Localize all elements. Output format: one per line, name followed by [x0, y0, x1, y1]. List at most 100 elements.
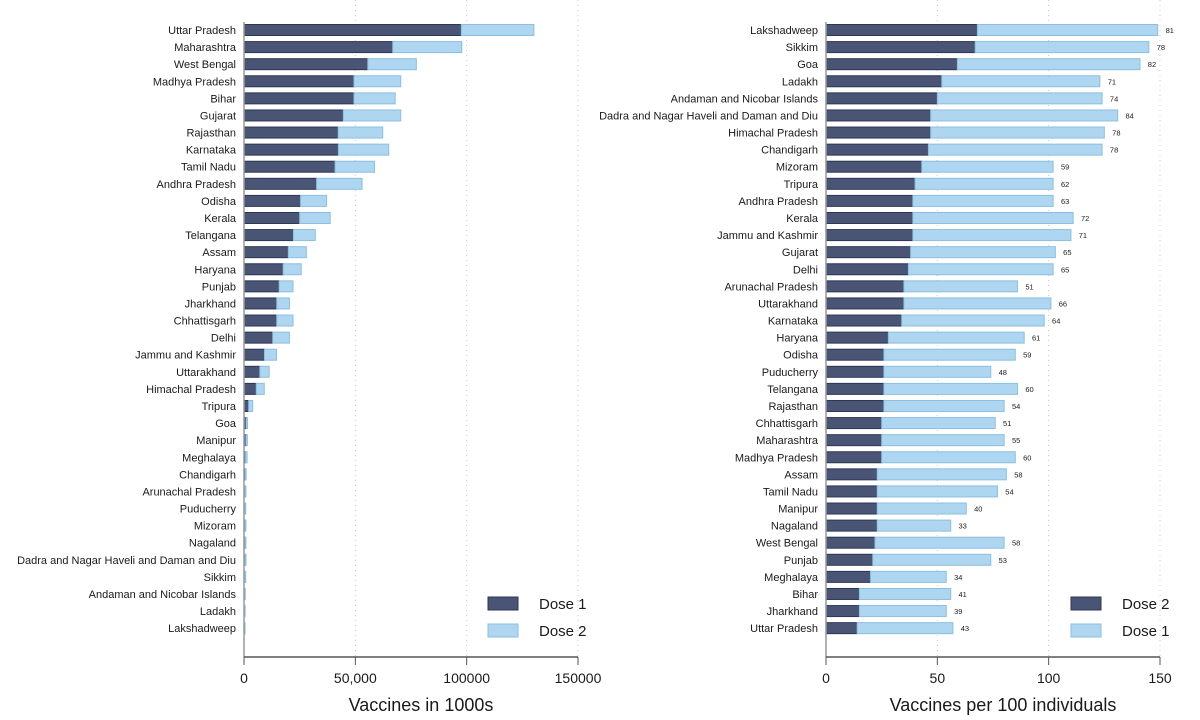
bar-dose-2 [825, 126, 932, 139]
bar-dose-2 [825, 399, 885, 412]
bar-dose-2 [825, 536, 876, 549]
bar-dose-1 [901, 314, 1045, 327]
value-label-dose-1: 64 [1052, 317, 1060, 326]
category-label: Chandigarh [179, 469, 236, 481]
bar-dose-2 [825, 280, 905, 293]
value-label-dose-1: 53 [999, 556, 1007, 565]
category-label: Telangana [185, 230, 237, 242]
category-label: Delhi [793, 264, 818, 276]
category-label: West Bengal [756, 538, 818, 550]
value-label-dose-1: 39 [954, 607, 962, 616]
bar-dose-2 [825, 502, 878, 515]
category-label: Ladakh [782, 76, 818, 88]
bar-dose-2 [245, 434, 248, 447]
value-label-dose-1: 58 [1014, 470, 1022, 479]
category-label: Sikkim [786, 42, 818, 54]
category-label: Lakshadweep [168, 623, 236, 635]
category-label: Kerala [204, 213, 237, 225]
value-label-dose-1: 78 [1110, 146, 1118, 155]
bar-dose-1 [881, 451, 1016, 464]
bar-dose-2 [825, 622, 858, 635]
legend-swatch-dose-1 [1070, 623, 1102, 638]
bar-dose-2 [244, 553, 247, 566]
category-label: Dadra and Nagar Haveli and Daman and Diu [17, 555, 236, 567]
bar-dose-2 [825, 177, 916, 190]
bar-dose-2 [245, 451, 248, 464]
category-label: Puducherry [180, 504, 237, 516]
bar-dose-2 [825, 297, 905, 310]
bar-dose-1 [936, 92, 1103, 105]
x-tick-label: 0 [240, 670, 248, 686]
legend-label-dose-1: Dose 1 [539, 596, 587, 613]
category-label: West Bengal [174, 59, 236, 71]
category-label: Chandigarh [761, 145, 818, 157]
bar-dose-2 [342, 109, 402, 122]
chart-vaccines-in-1000s: Uttar Pradesh Maharashtra West Bengal Madhy… [17, 0, 602, 715]
category-label: Maharashtra [174, 42, 237, 54]
bar-dose-2 [825, 143, 929, 156]
bar-dose-1 [243, 92, 355, 105]
bar-dose-1 [874, 536, 1005, 549]
value-label-dose-1: 82 [1148, 60, 1156, 69]
value-label-dose-1: 51 [1025, 282, 1033, 291]
category-label: Karnataka [186, 145, 237, 157]
category-label: Bihar [210, 93, 236, 105]
category-label: Gujarat [782, 247, 818, 259]
category-label: Andhra Pradesh [157, 179, 237, 191]
category-label: Bihar [792, 589, 818, 601]
bar-dose-2 [244, 570, 247, 583]
bar-dose-1 [914, 177, 1054, 190]
bar-dose-2 [825, 605, 860, 618]
bar-dose-1 [910, 246, 1056, 259]
category-label: Mizoram [194, 521, 236, 533]
bar-dose-2 [825, 75, 943, 88]
bar-dose-2 [825, 109, 932, 122]
value-label-dose-1: 74 [1110, 94, 1118, 103]
bar-dose-2 [825, 314, 903, 327]
bar-dose-2 [244, 485, 247, 498]
bar-dose-1 [883, 348, 1016, 361]
legend-label-dose-1: Dose 1 [1122, 623, 1170, 640]
bar-dose-2 [825, 246, 912, 259]
category-label: Punjab [202, 281, 236, 293]
category-label: Uttar Pradesh [168, 25, 236, 37]
category-label: Madhya Pradesh [735, 452, 818, 464]
x-tick-label: 150000 [555, 670, 602, 686]
bar-dose-1 [907, 263, 1054, 276]
bar-dose-1 [887, 331, 1025, 344]
legend-label-dose-2: Dose 2 [1122, 596, 1170, 613]
bar-dose-2 [244, 502, 247, 515]
bar-dose-1 [921, 160, 1054, 173]
bar-dose-1 [876, 485, 998, 498]
category-label: Karnataka [768, 316, 819, 328]
category-label: Jharkhand [185, 298, 236, 310]
bar-dose-1 [243, 263, 284, 276]
category-label: Arunachal Pradesh [724, 281, 818, 293]
bar-dose-1 [927, 143, 1103, 156]
category-label: Goa [797, 59, 819, 71]
value-label-dose-1: 59 [1061, 163, 1069, 172]
bar-dose-2 [255, 382, 265, 395]
bar-dose-1 [956, 58, 1141, 71]
bar-dose-2 [392, 41, 463, 54]
bar-dose-2 [337, 143, 390, 156]
x-tick-label: 0 [822, 670, 830, 686]
bar-dose-2 [282, 263, 302, 276]
category-label: Meghalaya [764, 572, 819, 584]
bar-dose-1 [243, 58, 369, 71]
bar-dose-1 [870, 570, 947, 583]
bar-dose-1 [243, 194, 302, 207]
bar-dose-1 [941, 75, 1101, 88]
bar-dose-1 [243, 41, 394, 54]
bar-dose-2 [825, 451, 883, 464]
value-label-dose-1: 66 [1059, 299, 1067, 308]
bar-dose-1 [976, 24, 1159, 36]
category-label: Jharkhand [767, 606, 818, 618]
bar-dose-1 [243, 177, 318, 190]
bar-dose-2 [825, 570, 872, 583]
category-label: Himachal Pradesh [728, 128, 818, 140]
bar-dose-1 [883, 365, 992, 378]
bar-dose-2 [825, 553, 874, 566]
value-label-dose-1: 34 [954, 573, 962, 582]
bar-dose-1 [243, 382, 257, 395]
